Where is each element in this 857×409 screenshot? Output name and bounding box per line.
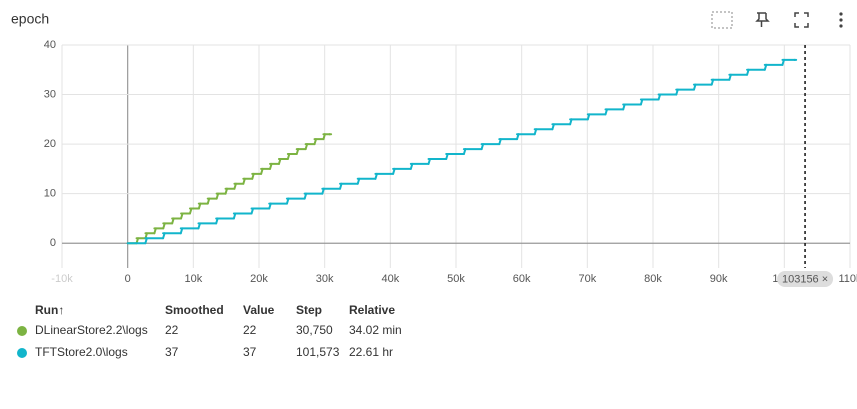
cursor-step: 103156: [782, 273, 819, 285]
x-tick-label: 0: [125, 273, 131, 285]
y-tick-label: 0: [50, 237, 56, 249]
run-color-dot: [17, 348, 27, 358]
column-header: Smoothed: [165, 303, 224, 317]
toolbar: [711, 11, 843, 29]
cursor-label: 103156 ×: [782, 273, 828, 285]
select-icon[interactable]: [711, 11, 733, 29]
y-tick-label: 40: [44, 39, 56, 51]
x-tick-label: 50k: [447, 273, 465, 285]
cell: 30,750: [296, 323, 333, 337]
column-header: Value: [243, 303, 275, 317]
cell: DLinearStore2.2\logs: [35, 323, 148, 337]
x-tick-label: 60k: [513, 273, 531, 285]
cell: 22.61 hr: [349, 345, 393, 359]
y-tick-label: 20: [44, 138, 56, 150]
x-tick-label: 10k: [184, 273, 202, 285]
x-tick-label: 110k: [838, 273, 857, 285]
cell: TFTStore2.0\logs: [35, 345, 128, 359]
cell: 37: [165, 345, 179, 359]
y-tick-label: 10: [44, 188, 56, 200]
y-tick-label: 30: [44, 88, 56, 100]
cell: 22: [165, 323, 179, 337]
cell: 34.02 min: [349, 323, 402, 337]
cell: 22: [243, 323, 257, 337]
x-tick-label: 20k: [250, 273, 268, 285]
cursor-label-box: [777, 271, 834, 287]
cursor-close: ×: [822, 273, 828, 285]
run-color-dot: [17, 326, 27, 336]
chart-title: epoch: [11, 11, 49, 27]
x-tick-label: 30k: [316, 273, 334, 285]
x-tick-label: 40k: [381, 273, 399, 285]
menu-icon[interactable]: [839, 12, 843, 28]
column-header: Step: [296, 303, 322, 317]
column-header: Run↑: [35, 303, 64, 317]
x-tick-label: 80k: [644, 273, 662, 285]
column-header: Relative: [349, 303, 395, 317]
cell: 37: [243, 345, 257, 359]
x-tick-label: 90k: [710, 273, 728, 285]
fullscreen-icon[interactable]: [794, 12, 809, 28]
x-tick-label: 70k: [578, 273, 596, 285]
cell: 101,573: [296, 345, 340, 359]
x-tick-label: -10k: [51, 273, 73, 285]
pin-icon[interactable]: [755, 12, 770, 27]
